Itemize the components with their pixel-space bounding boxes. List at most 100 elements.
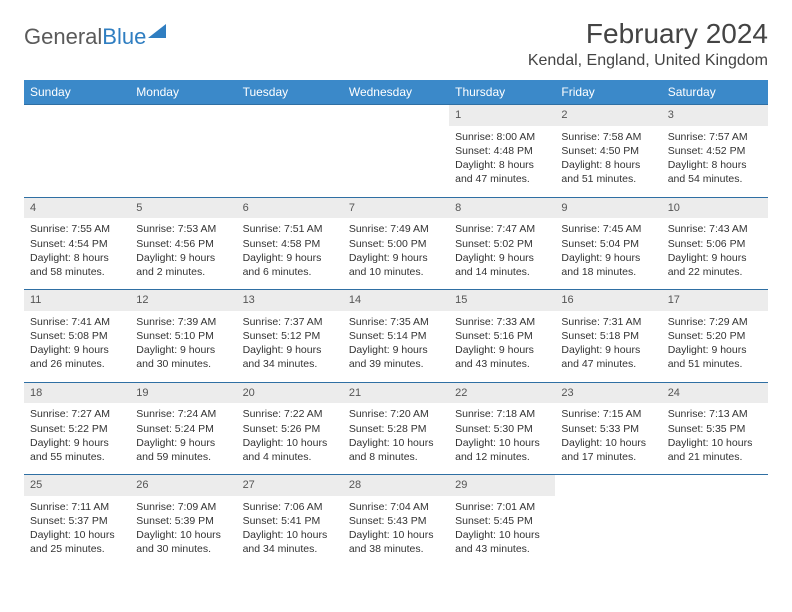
daylight-line: and 22 minutes. — [668, 265, 762, 279]
sunrise-line: Sunrise: 7:43 AM — [668, 222, 762, 236]
daylight-line: Daylight: 9 hours — [668, 251, 762, 265]
daylight-line: Daylight: 10 hours — [455, 528, 549, 542]
day-number: 19 — [130, 383, 236, 404]
daylight-line: and 4 minutes. — [243, 450, 337, 464]
day-body: Sunrise: 7:15 AMSunset: 5:33 PMDaylight:… — [555, 403, 661, 474]
day-body: Sunrise: 7:47 AMSunset: 5:02 PMDaylight:… — [449, 218, 555, 289]
sunrise-line: Sunrise: 7:47 AM — [455, 222, 549, 236]
day-body: Sunrise: 7:18 AMSunset: 5:30 PMDaylight:… — [449, 403, 555, 474]
sunset-line: Sunset: 5:33 PM — [561, 422, 655, 436]
daylight-line: and 51 minutes. — [668, 357, 762, 371]
daylight-line: and 21 minutes. — [668, 450, 762, 464]
daylight-line: and 39 minutes. — [349, 357, 443, 371]
day-body: Sunrise: 7:43 AMSunset: 5:06 PMDaylight:… — [662, 218, 768, 289]
sunset-line: Sunset: 5:45 PM — [455, 514, 549, 528]
sunset-line: Sunset: 4:52 PM — [668, 144, 762, 158]
day-number: 21 — [343, 383, 449, 404]
daylight-line: and 18 minutes. — [561, 265, 655, 279]
calendar-cell: 21Sunrise: 7:20 AMSunset: 5:28 PMDayligh… — [343, 382, 449, 475]
day-number: 8 — [449, 198, 555, 219]
calendar-cell: 15Sunrise: 7:33 AMSunset: 5:16 PMDayligh… — [449, 290, 555, 383]
sunrise-line: Sunrise: 7:53 AM — [136, 222, 230, 236]
sunrise-line: Sunrise: 7:18 AM — [455, 407, 549, 421]
day-body: Sunrise: 7:24 AMSunset: 5:24 PMDaylight:… — [130, 403, 236, 474]
daylight-line: and 55 minutes. — [30, 450, 124, 464]
daylight-line: and 38 minutes. — [349, 542, 443, 556]
day-number: 27 — [237, 475, 343, 496]
day-number: 15 — [449, 290, 555, 311]
calendar-cell: 6Sunrise: 7:51 AMSunset: 4:58 PMDaylight… — [237, 197, 343, 290]
sunset-line: Sunset: 5:43 PM — [349, 514, 443, 528]
day-number: 18 — [24, 383, 130, 404]
calendar-cell: 7Sunrise: 7:49 AMSunset: 5:00 PMDaylight… — [343, 197, 449, 290]
daylight-line: Daylight: 10 hours — [561, 436, 655, 450]
sunset-line: Sunset: 5:04 PM — [561, 237, 655, 251]
calendar-cell: 28Sunrise: 7:04 AMSunset: 5:43 PMDayligh… — [343, 475, 449, 567]
sunset-line: Sunset: 5:00 PM — [349, 237, 443, 251]
daylight-line: Daylight: 9 hours — [561, 251, 655, 265]
sunset-line: Sunset: 5:37 PM — [30, 514, 124, 528]
daylight-line: and 2 minutes. — [136, 265, 230, 279]
day-body: Sunrise: 7:11 AMSunset: 5:37 PMDaylight:… — [24, 496, 130, 567]
day-body: Sunrise: 7:58 AMSunset: 4:50 PMDaylight:… — [555, 126, 661, 197]
calendar-cell: .. — [555, 475, 661, 567]
sunset-line: Sunset: 5:22 PM — [30, 422, 124, 436]
day-body: Sunrise: 7:31 AMSunset: 5:18 PMDaylight:… — [555, 311, 661, 382]
sunset-line: Sunset: 4:48 PM — [455, 144, 549, 158]
day-header: Thursday — [449, 80, 555, 105]
sunset-line: Sunset: 5:10 PM — [136, 329, 230, 343]
daylight-line: Daylight: 9 hours — [455, 251, 549, 265]
day-body: Sunrise: 7:41 AMSunset: 5:08 PMDaylight:… — [24, 311, 130, 382]
calendar-cell: 9Sunrise: 7:45 AMSunset: 5:04 PMDaylight… — [555, 197, 661, 290]
sunset-line: Sunset: 5:28 PM — [349, 422, 443, 436]
calendar-cell: 17Sunrise: 7:29 AMSunset: 5:20 PMDayligh… — [662, 290, 768, 383]
daylight-line: and 14 minutes. — [455, 265, 549, 279]
sunrise-line: Sunrise: 7:04 AM — [349, 500, 443, 514]
calendar-head: SundayMondayTuesdayWednesdayThursdayFrid… — [24, 80, 768, 105]
sunset-line: Sunset: 5:30 PM — [455, 422, 549, 436]
day-number: 5 — [130, 198, 236, 219]
sunset-line: Sunset: 5:08 PM — [30, 329, 124, 343]
daylight-line: Daylight: 8 hours — [455, 158, 549, 172]
sunset-line: Sunset: 5:35 PM — [668, 422, 762, 436]
calendar-cell: 13Sunrise: 7:37 AMSunset: 5:12 PMDayligh… — [237, 290, 343, 383]
daylight-line: and 59 minutes. — [136, 450, 230, 464]
daylight-line: and 43 minutes. — [455, 357, 549, 371]
daylight-line: and 54 minutes. — [668, 172, 762, 186]
day-number: 4 — [24, 198, 130, 219]
day-body: Sunrise: 7:20 AMSunset: 5:28 PMDaylight:… — [343, 403, 449, 474]
sunrise-line: Sunrise: 7:13 AM — [668, 407, 762, 421]
sunset-line: Sunset: 5:14 PM — [349, 329, 443, 343]
sunrise-line: Sunrise: 7:22 AM — [243, 407, 337, 421]
calendar-cell: 19Sunrise: 7:24 AMSunset: 5:24 PMDayligh… — [130, 382, 236, 475]
calendar-cell: 8Sunrise: 7:47 AMSunset: 5:02 PMDaylight… — [449, 197, 555, 290]
daylight-line: Daylight: 10 hours — [136, 528, 230, 542]
calendar-cell: 12Sunrise: 7:39 AMSunset: 5:10 PMDayligh… — [130, 290, 236, 383]
calendar-week: 11Sunrise: 7:41 AMSunset: 5:08 PMDayligh… — [24, 290, 768, 383]
day-number: 26 — [130, 475, 236, 496]
daylight-line: and 10 minutes. — [349, 265, 443, 279]
daylight-line: and 47 minutes. — [455, 172, 549, 186]
day-number: 2 — [555, 105, 661, 126]
day-header: Sunday — [24, 80, 130, 105]
day-number: 17 — [662, 290, 768, 311]
day-body: Sunrise: 7:01 AMSunset: 5:45 PMDaylight:… — [449, 496, 555, 567]
daylight-line: and 8 minutes. — [349, 450, 443, 464]
calendar-cell: 4Sunrise: 7:55 AMSunset: 4:54 PMDaylight… — [24, 197, 130, 290]
daylight-line: and 26 minutes. — [30, 357, 124, 371]
sunrise-line: Sunrise: 7:57 AM — [668, 130, 762, 144]
calendar-cell: 5Sunrise: 7:53 AMSunset: 4:56 PMDaylight… — [130, 197, 236, 290]
sunset-line: Sunset: 5:16 PM — [455, 329, 549, 343]
day-body: Sunrise: 8:00 AMSunset: 4:48 PMDaylight:… — [449, 126, 555, 197]
day-number: 22 — [449, 383, 555, 404]
sunset-line: Sunset: 5:06 PM — [668, 237, 762, 251]
calendar-week: 4Sunrise: 7:55 AMSunset: 4:54 PMDaylight… — [24, 197, 768, 290]
sunrise-line: Sunrise: 7:37 AM — [243, 315, 337, 329]
day-body: Sunrise: 7:45 AMSunset: 5:04 PMDaylight:… — [555, 218, 661, 289]
sunrise-line: Sunrise: 7:11 AM — [30, 500, 124, 514]
day-body: Sunrise: 7:29 AMSunset: 5:20 PMDaylight:… — [662, 311, 768, 382]
sunrise-line: Sunrise: 7:41 AM — [30, 315, 124, 329]
calendar-cell: 11Sunrise: 7:41 AMSunset: 5:08 PMDayligh… — [24, 290, 130, 383]
sunset-line: Sunset: 5:24 PM — [136, 422, 230, 436]
daylight-line: and 51 minutes. — [561, 172, 655, 186]
